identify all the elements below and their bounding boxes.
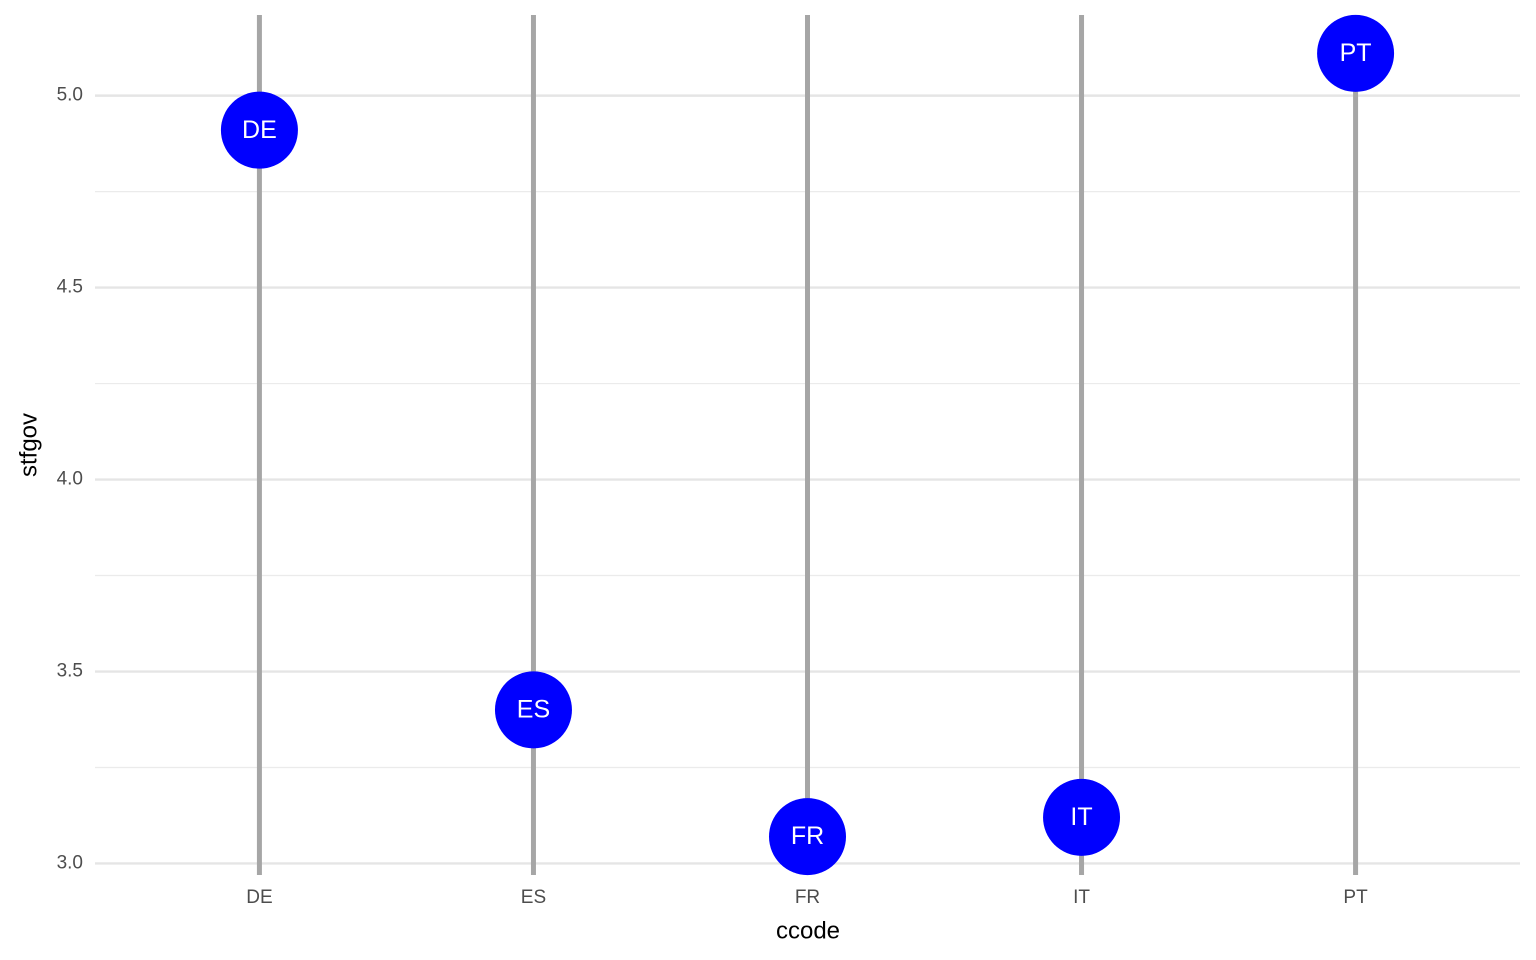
point [220, 91, 298, 169]
y-tick-label: 4.5 [57, 277, 83, 298]
x-axis-title: ccode [776, 917, 840, 944]
y-tick-label: 3.5 [57, 661, 83, 682]
x-tick-label: DE [246, 887, 272, 908]
y-axis-title: stfgov [15, 413, 42, 477]
x-tick-label: FR [795, 887, 820, 908]
y-tick-label: 3.0 [57, 852, 83, 873]
point-label: PT [1340, 39, 1372, 67]
y-tick-label: 5.0 [57, 85, 83, 106]
point-label: DE [242, 116, 277, 144]
x-tick-label: PT [1343, 887, 1368, 908]
point [494, 671, 572, 749]
x-tick-label: ES [521, 887, 546, 908]
point [769, 798, 846, 876]
point-label: IT [1070, 803, 1092, 831]
point-label: ES [517, 696, 550, 724]
point [1043, 778, 1121, 856]
x-tick-label: IT [1073, 887, 1090, 908]
point [1317, 14, 1395, 92]
y-tick-label: 4.0 [57, 469, 83, 490]
point-label: FR [791, 822, 824, 850]
